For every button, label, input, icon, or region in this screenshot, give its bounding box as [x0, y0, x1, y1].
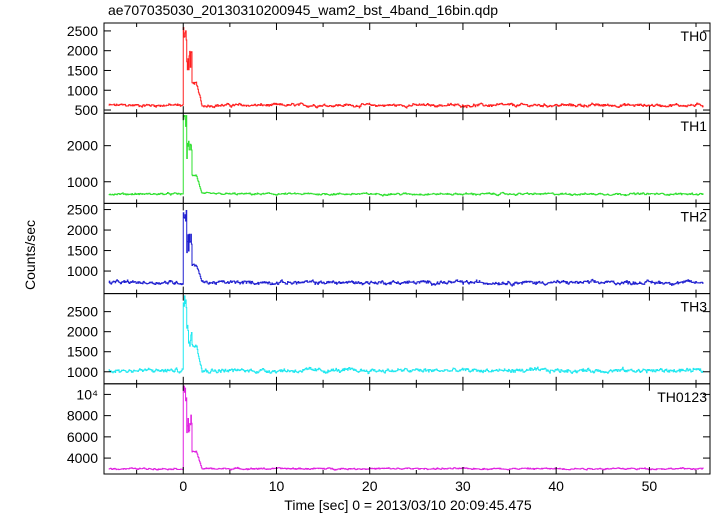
series-line-th3: [108, 295, 704, 375]
y-tick-label: 6000: [67, 429, 98, 445]
x-tick-label: 50: [642, 478, 658, 494]
series-label-th3: TH3: [681, 299, 708, 315]
y-tick-label: 10⁴: [76, 386, 98, 402]
chart-title: ae707035030_20130310200945_wam2_bst_4ban…: [108, 2, 499, 18]
y-tick-label: 1500: [67, 62, 98, 78]
x-tick-label: 10: [269, 478, 285, 494]
y-tick-label: 1000: [67, 263, 98, 279]
y-tick-label: 2500: [67, 304, 98, 320]
y-tick-label: 2500: [67, 202, 98, 218]
y-tick-label: 2000: [67, 324, 98, 340]
panel-frame-th2: [103, 202, 711, 295]
panel-frame-th1: [103, 112, 711, 204]
x-tick-label: 30: [455, 478, 471, 494]
series-label-th2: TH2: [681, 208, 708, 224]
series-label-th0123: TH0123: [657, 389, 707, 405]
y-tick-label: 1500: [67, 243, 98, 259]
series-line-th0: [108, 27, 704, 109]
y-tick-label: 1500: [67, 344, 98, 360]
y-tick-label: 500: [75, 102, 99, 118]
series-line-th1: [108, 115, 704, 197]
panel-frame-th0123: [103, 383, 711, 475]
panel-frame-th0: [103, 22, 711, 114]
series-label-th1: TH1: [681, 118, 708, 134]
x-tick-label: 0: [179, 478, 187, 494]
x-tick-label: 40: [548, 478, 564, 494]
y-tick-label: 1000: [67, 82, 98, 98]
series-label-th0: TH0: [681, 28, 708, 44]
y-tick-label: 8000: [67, 408, 98, 424]
x-tick-label: 20: [362, 478, 378, 494]
series-line-th0123: [108, 385, 704, 471]
y-tick-label: 2000: [67, 138, 98, 154]
y-tick-label: 2000: [67, 222, 98, 238]
x-axis-label: Time [sec] 0 = 2013/03/10 20:09:45.475: [284, 497, 532, 513]
y-tick-label: 2000: [67, 43, 98, 59]
y-tick-label: 4000: [67, 450, 98, 466]
y-tick-label: 1000: [67, 364, 98, 380]
y-tick-label: 2500: [67, 23, 98, 39]
series-line-th2: [108, 210, 704, 287]
y-tick-label: 1000: [67, 174, 98, 190]
